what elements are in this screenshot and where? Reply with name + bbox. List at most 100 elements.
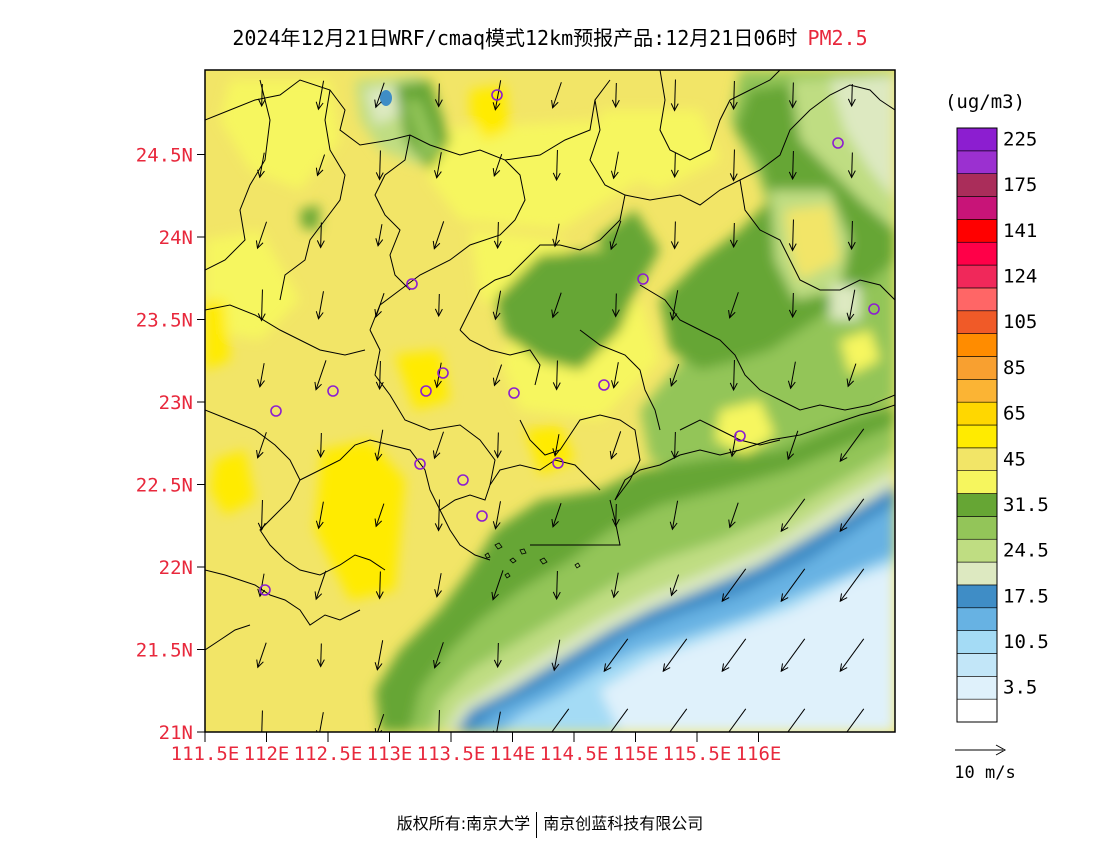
wind-arrow: [492, 290, 502, 321]
site-marker: [476, 510, 488, 522]
lat-tick-label: 23N: [159, 392, 193, 414]
wind-vectors: [255, 79, 865, 732]
wind-arrow: [433, 642, 444, 669]
lat-tick-label: 22N: [159, 557, 193, 579]
site-marker: [259, 584, 271, 596]
wind-arrow: [375, 224, 384, 247]
longitude-axis: 111.5E 112E 112.5E 113E 113.5E 114E 114.5E 115E…: [171, 732, 781, 765]
wind-arrow: [609, 220, 622, 251]
wind-arrow: [492, 711, 501, 732]
legend-swatch: [956, 424, 998, 449]
wind-arrow: [257, 363, 265, 388]
legend-unit: (ug/m3): [945, 91, 1025, 113]
wind-arrow: [788, 219, 797, 252]
legend-swatch: [956, 630, 998, 654]
wind-arrow: [315, 154, 326, 177]
legend-swatch: [956, 173, 998, 197]
site-marker: [491, 89, 503, 101]
legend-swatch: [956, 356, 998, 380]
footer-right: 南京创蓝科技有限公司: [543, 814, 704, 833]
legend-swatch: [956, 310, 998, 334]
wind-arrow: [316, 432, 325, 459]
legend-label: 3.5: [1003, 677, 1037, 699]
wind-arrow: [780, 568, 806, 603]
wind-arrow: [839, 428, 865, 463]
wind-arrow: [603, 638, 629, 673]
wind-arrow: [662, 638, 688, 673]
wind-arrow: [721, 568, 747, 603]
legend-label: 10.5: [1003, 631, 1049, 653]
legend-label: 105: [1003, 311, 1037, 333]
wind-arrow: [314, 360, 327, 391]
wind-arrow: [611, 293, 620, 318]
legend-swatch: [956, 150, 998, 174]
wind-arrow: [728, 292, 739, 319]
wind-arrow: [552, 434, 561, 457]
wind-arrow: [729, 149, 738, 182]
lon-tick-label: 112E: [244, 743, 290, 765]
wind-arrow: [375, 150, 384, 181]
wind-arrow: [670, 221, 679, 250]
wind-arrow: [669, 290, 679, 321]
wind-arrow: [375, 571, 384, 600]
legend-swatch: [956, 264, 998, 289]
wind-arrow: [729, 80, 738, 111]
site-marker: [414, 458, 426, 470]
wind-arrow: [780, 638, 806, 673]
wind-arrow: [846, 289, 856, 322]
legend-swatch: [956, 493, 998, 517]
wind-arrow: [846, 363, 857, 388]
wind-arrow: [670, 79, 679, 112]
wind-arrow: [257, 499, 266, 532]
legend-label: 124: [1003, 266, 1037, 288]
title-pollutant: PM2.5: [807, 26, 868, 50]
legend-swatch: [956, 401, 998, 426]
wind-arrow: [374, 429, 384, 462]
wind-arrow: [261, 710, 263, 732]
site-marker: [598, 379, 610, 391]
wind-arrow: [669, 500, 679, 531]
legend-swatch: [956, 470, 998, 494]
lon-tick-label: 115E: [613, 743, 659, 765]
wind-arrow: [669, 574, 680, 597]
wind-arrow: [374, 82, 385, 109]
legend-label: 24.5: [1003, 540, 1049, 562]
wind-arrow: [669, 708, 688, 732]
site-marker: [868, 303, 880, 315]
wind-arrow: [432, 431, 444, 460]
wind-arrow: [551, 639, 561, 672]
wind-scale: 10 m/s: [954, 744, 1016, 783]
wind-arrow: [729, 359, 738, 392]
lat-tick-label: 24N: [159, 227, 193, 249]
wind-arrow: [492, 80, 502, 111]
map-title: 2024年12月21日WRF/cmaq模式12km预报产品:12月21日06时 P…: [0, 22, 1100, 51]
wind-arrow: [610, 708, 629, 732]
wind-arrow: [257, 83, 266, 108]
lon-tick-label: 113.5E: [417, 743, 486, 765]
legend-swatch: [956, 538, 998, 563]
legend-label: 45: [1003, 448, 1026, 470]
wind-arrow: [610, 151, 619, 180]
latitude-axis: 21N 21.5N 22N 22.5N 23N 23.5N 24N 24.5N: [136, 145, 205, 744]
wind-arrow: [257, 152, 265, 179]
wind-arrow: [670, 152, 679, 179]
wind-arrow: [552, 223, 561, 248]
wind-arrow: [375, 360, 384, 391]
wind-arrow: [256, 432, 267, 459]
site-marker: [832, 137, 844, 149]
wind-arrow: [314, 570, 327, 601]
wind-arrow: [721, 638, 747, 673]
lon-tick-label: 114E: [490, 743, 536, 765]
site-marker: [420, 385, 432, 397]
wind-arrow: [609, 431, 622, 460]
legend-swatch: [956, 516, 998, 540]
wind-arrow: [611, 572, 619, 599]
wind-arrow: [611, 362, 619, 389]
legend-swatch: [956, 219, 998, 243]
monitoring-sites: [259, 89, 880, 596]
wind-arrow: [551, 82, 562, 109]
wind-arrow: [492, 364, 503, 387]
legend-swatch: [956, 196, 998, 220]
wind-arrow: [374, 640, 384, 671]
